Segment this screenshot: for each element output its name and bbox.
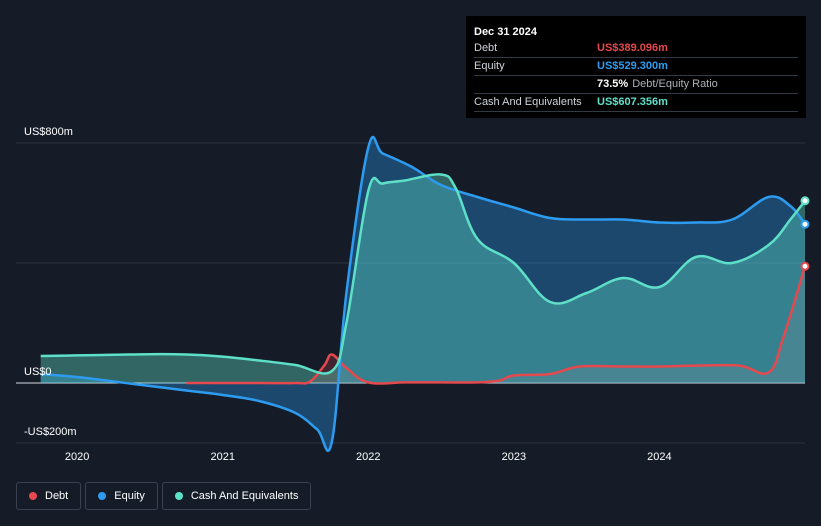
tooltip-value: 73.5% Debt/Equity Ratio xyxy=(597,76,718,93)
end-point-cash-and-equivalents xyxy=(800,196,810,206)
ratio-sub-label: Debt/Equity Ratio xyxy=(632,78,718,90)
end-point-debt xyxy=(800,261,810,271)
tooltip-label: Cash And Equivalents xyxy=(474,96,582,108)
line-cash-and-equivalents xyxy=(40,173,806,375)
series-lines xyxy=(40,136,807,452)
area-equity xyxy=(40,137,805,451)
series-end-markers xyxy=(800,196,810,271)
chart-legend: Debt Equity Cash And Equivalents xyxy=(16,482,312,510)
y-tick-label: -US$200m xyxy=(24,426,77,438)
tooltip-value: US$607.356m xyxy=(597,96,668,108)
tooltip-row-debt: Debt US$389.096m xyxy=(474,40,798,58)
series-areas xyxy=(40,137,806,451)
tooltip-value: US$529.300m xyxy=(597,60,668,72)
end-point-equity xyxy=(800,219,810,229)
tooltip-value: US$389.096m xyxy=(597,42,668,54)
tooltip-label: Equity xyxy=(474,60,505,72)
area-cash-and-equivalents xyxy=(40,174,805,383)
y-axis-ticks: US$800m US$0 -US$200m xyxy=(24,126,77,438)
legend-label: Debt xyxy=(45,490,69,502)
x-tick-label: 2020 xyxy=(65,451,89,463)
legend-dot-icon xyxy=(174,492,183,500)
legend-dot-icon xyxy=(29,492,37,500)
legend-item-equity[interactable]: Equity xyxy=(85,482,158,510)
tooltip-label xyxy=(474,76,597,93)
tooltip-date: Dec 31 2024 xyxy=(474,26,537,38)
legend-label: Cash And Equivalents xyxy=(190,490,299,502)
legend-label: Equity xyxy=(114,490,145,502)
tooltip-label: Debt xyxy=(474,42,498,54)
legend-item-debt[interactable]: Debt xyxy=(16,482,82,510)
y-tick-label: US$0 xyxy=(24,366,52,378)
y-tick-label: US$800m xyxy=(24,126,73,138)
legend-dot-icon xyxy=(98,492,107,500)
legend-item-cash[interactable]: Cash And Equivalents xyxy=(161,482,312,510)
ratio-value: 73.5% xyxy=(597,78,629,90)
line-equity xyxy=(40,136,807,452)
line-debt xyxy=(186,265,807,385)
x-tick-label: 2023 xyxy=(502,451,526,463)
x-tick-label: 2022 xyxy=(356,451,380,463)
data-tooltip: Dec 31 2024 Debt US$389.096m Equity US$5… xyxy=(466,16,806,118)
tooltip-row-ratio: 73.5% Debt/Equity Ratio xyxy=(474,76,798,94)
tooltip-row-equity: Equity US$529.300m xyxy=(474,58,798,76)
tooltip-row-cash: Cash And Equivalents US$607.356m xyxy=(474,94,798,112)
x-axis-ticks: 2020 2021 2022 2023 2024 xyxy=(65,451,672,463)
x-tick-label: 2021 xyxy=(210,451,234,463)
x-tick-label: 2024 xyxy=(647,451,671,463)
area-debt xyxy=(186,266,806,384)
